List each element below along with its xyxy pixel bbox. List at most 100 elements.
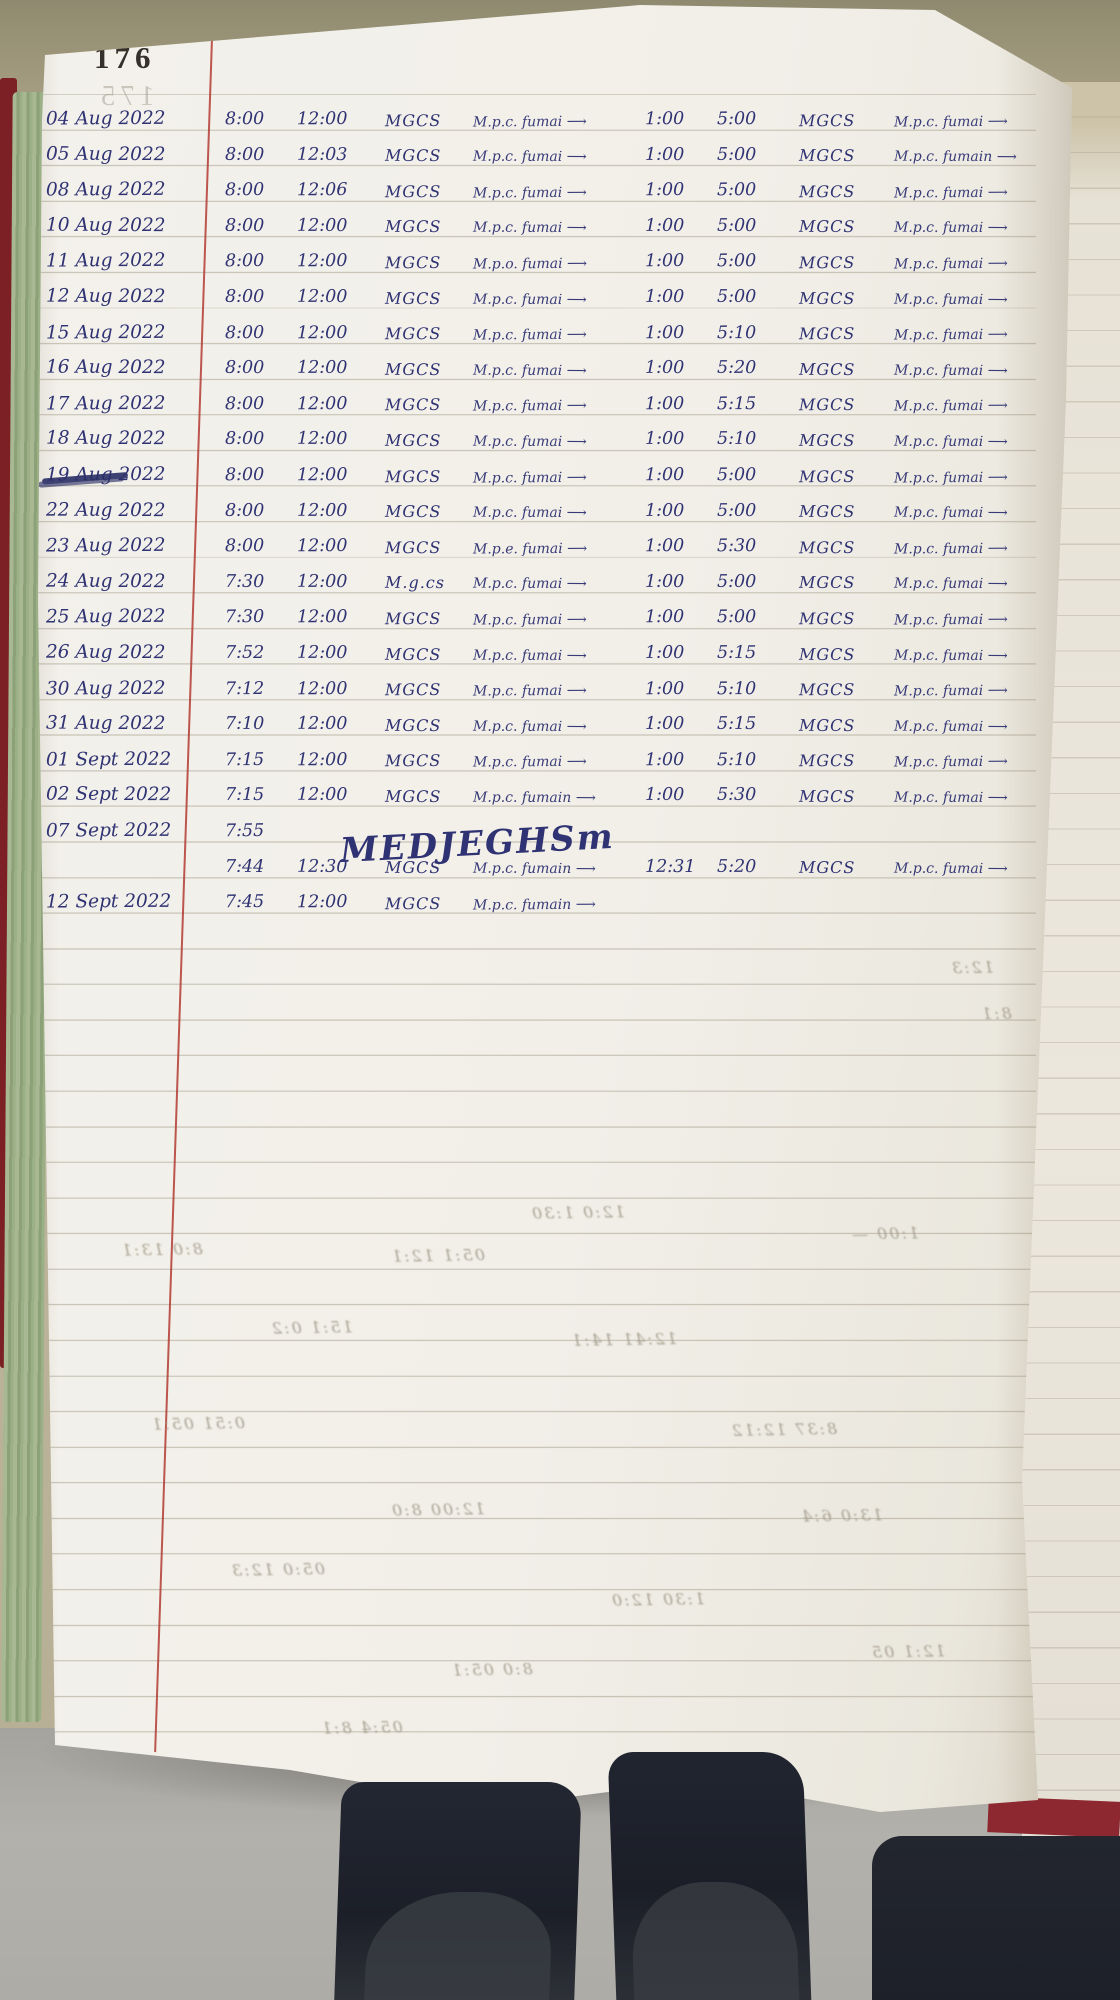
bleed-through-fragment: 12:41 14:1 (569, 1329, 678, 1350)
signature-pm: M.p.c. fumai ⟶ (893, 433, 1008, 451)
pm-in-cell: 1:00 (644, 109, 685, 130)
course-pm-cell: MGCS (798, 395, 856, 415)
course-am-cell: MGCS (384, 680, 442, 700)
page-number: 176 (94, 40, 156, 75)
time-out-cell: 12:00 (296, 749, 348, 771)
bleed-through-fragment: 8:1 (979, 1003, 1012, 1024)
signature-am: M.p.c. fumai ⟶ (472, 469, 587, 487)
time-in-cell: 8:00 (224, 251, 265, 272)
ledger-row: 11 Aug 2022 8:00 12:00 MGCS M.p.o. fumai… (40, 238, 1060, 274)
ledger-row: 15 Aug 2022 8:00 12:00 MGCS M.p.c. fumai… (40, 310, 1060, 346)
bleed-through-fragment: 05:1 12:1 (389, 1245, 486, 1266)
signature-pm: M.p.c. fumai ⟶ (893, 611, 1008, 629)
date-cell: 05 Aug 2022 (45, 143, 166, 165)
course-am-cell: M.g.cs (384, 573, 446, 593)
date-cell: 25 Aug 2022 (45, 606, 166, 628)
course-am-cell: MGCS (384, 751, 442, 771)
signature-pm: M.p.c. fumai ⟶ (893, 398, 1008, 415)
course-am-cell: MGCS (384, 430, 442, 450)
signature-am: M.p.c. fumai ⟶ (472, 504, 587, 522)
course-pm-cell: MGCS (798, 786, 856, 806)
bleed-through-fragment: 12:0 1:30 (529, 1202, 626, 1223)
pm-in-cell: 1:00 (644, 607, 685, 628)
time-out-cell: 12:00 (296, 358, 348, 379)
bleed-through-fragment: 12:1 05 (869, 1641, 946, 1662)
course-am-cell: MGCS (384, 252, 442, 273)
bleed-through-fragment: 1:00 — (849, 1223, 920, 1244)
signature-am: M.p.c. fumain ⟶ (472, 860, 596, 878)
date-cell: 18 Aug 2022 (45, 428, 166, 450)
pm-in-cell: 1:00 (644, 180, 685, 201)
bleed-through-fragment: 8:0 13:1 (119, 1239, 203, 1260)
course-am-cell: MGCS (384, 786, 442, 806)
course-pm-cell: MGCS (798, 181, 856, 202)
time-in-cell: 8:00 (224, 500, 265, 521)
ledger-page: 176 175 04 Aug 2022 8:00 12:00 MGCS M.p.… (38, 5, 1072, 1812)
time-in-cell: 7:55 (224, 820, 265, 842)
time-in-cell: 8:00 (224, 465, 265, 486)
photographer-right-leg (607, 1752, 812, 2000)
time-in-cell: 7:15 (224, 785, 265, 806)
pm-out-cell: 5:00 (716, 144, 757, 165)
pm-in-cell: 1:00 (644, 678, 685, 699)
time-out-cell: 12:00 (296, 500, 348, 521)
pm-in-cell (645, 911, 717, 914)
time-out-cell: 12:00 (296, 393, 348, 415)
ledger-row: 01 Sept 2022 7:15 12:00 MGCS M.p.c. fuma… (40, 737, 1060, 773)
ledger-row: 24 Aug 2022 7:30 12:00 M.g.cs M.p.c. fum… (40, 559, 1060, 595)
time-in-cell: 8:00 (224, 322, 265, 343)
pm-out-cell: 5:30 (716, 536, 757, 557)
pm-in-cell: 1:00 (644, 465, 685, 486)
ledger-row: 10 Aug 2022 8:00 12:00 MGCS M.p.c. fumai… (40, 203, 1060, 239)
time-out-cell: 12:00 (296, 536, 348, 557)
course-am-cell: MGCS (384, 501, 442, 522)
time-in-cell: 8:00 (224, 429, 265, 450)
signature-pm: M.p.c. fumai ⟶ (893, 504, 1008, 522)
ledger-row: 05 Aug 2022 8:00 12:03 MGCS M.p.c. fumai… (40, 132, 1060, 168)
pm-out-cell: 5:10 (716, 678, 757, 699)
signature-pm (894, 911, 1060, 915)
course-pm-cell: MGCS (798, 359, 856, 379)
signature-pm: M.p.c. fumai ⟶ (893, 220, 1008, 237)
signature-am: M.p.c. fumai ⟶ (472, 326, 587, 344)
signature-am: M.p.c. fumai ⟶ (472, 362, 587, 379)
ledger-row: 22 Aug 2022 8:00 12:00 MGCS M.p.c. fumai… (40, 488, 1060, 524)
pm-out-cell: 5:00 (716, 571, 757, 592)
pm-out-cell: 5:00 (716, 215, 757, 236)
signature-pm: M.p.c. fumai ⟶ (893, 362, 1008, 379)
course-am-cell: MGCS (384, 893, 442, 913)
signature-pm: M.p.c. fumai ⟶ (893, 718, 1008, 735)
bleed-through-fragment: 15:1 0:2 (269, 1317, 353, 1338)
signature-pm: M.p.c. fumai ⟶ (893, 575, 1008, 593)
signature-am: M.p.c. fumai ⟶ (472, 184, 587, 202)
time-in-cell: 7:15 (224, 749, 265, 771)
course-am-cell: MGCS (384, 644, 442, 664)
pm-in-cell: 1:00 (644, 322, 685, 343)
signature-am: M.p.c. fumai ⟶ (472, 718, 587, 735)
course-pm-cell: MGCS (798, 466, 856, 486)
signature-pm: M.p.c. fumai ⟶ (893, 682, 1008, 700)
time-in-cell: 8:00 (224, 109, 265, 130)
ledger-row: 18 Aug 2022 8:00 12:00 MGCS M.p.c. fumai… (40, 416, 1060, 452)
course-am-cell: MGCS (384, 288, 442, 308)
course-pm-cell: MGCS (798, 537, 856, 558)
time-out-cell: 12:00 (296, 286, 348, 308)
time-out-cell: 12:03 (296, 144, 348, 165)
ledger-row: 12 Aug 2022 8:00 12:00 MGCS M.p.c. fumai… (40, 274, 1060, 310)
pm-out-cell: 5:00 (716, 465, 757, 486)
ledger-row: 17 Aug 2022 8:00 12:00 MGCS M.p.c. fumai… (40, 381, 1060, 417)
signature-pm: M.p.c. fumai ⟶ (893, 184, 1008, 202)
course-am-cell: MGCS (384, 145, 442, 166)
course-pm-cell: MGCS (798, 252, 856, 273)
time-in-cell: 8:00 (224, 536, 265, 557)
signature-am: M.p.c. fumai ⟶ (472, 291, 587, 308)
date-cell: 10 Aug 2022 (45, 214, 166, 237)
date-cell: 04 Aug 2022 (45, 107, 166, 130)
time-out-cell: 12:00 (296, 892, 348, 913)
bleed-through-fragment: 12:3 (949, 957, 995, 978)
ledger-row: 31 Aug 2022 7:10 12:00 MGCS M.p.c. fumai… (40, 701, 1060, 737)
course-pm-cell: MGCS (798, 110, 856, 130)
pm-in-cell: 1:00 (644, 429, 685, 450)
ledger-row: 02 Sept 2022 7:15 12:00 MGCS M.p.c. fuma… (40, 772, 1060, 808)
signature-am: M.p.c. fumai ⟶ (472, 398, 587, 415)
